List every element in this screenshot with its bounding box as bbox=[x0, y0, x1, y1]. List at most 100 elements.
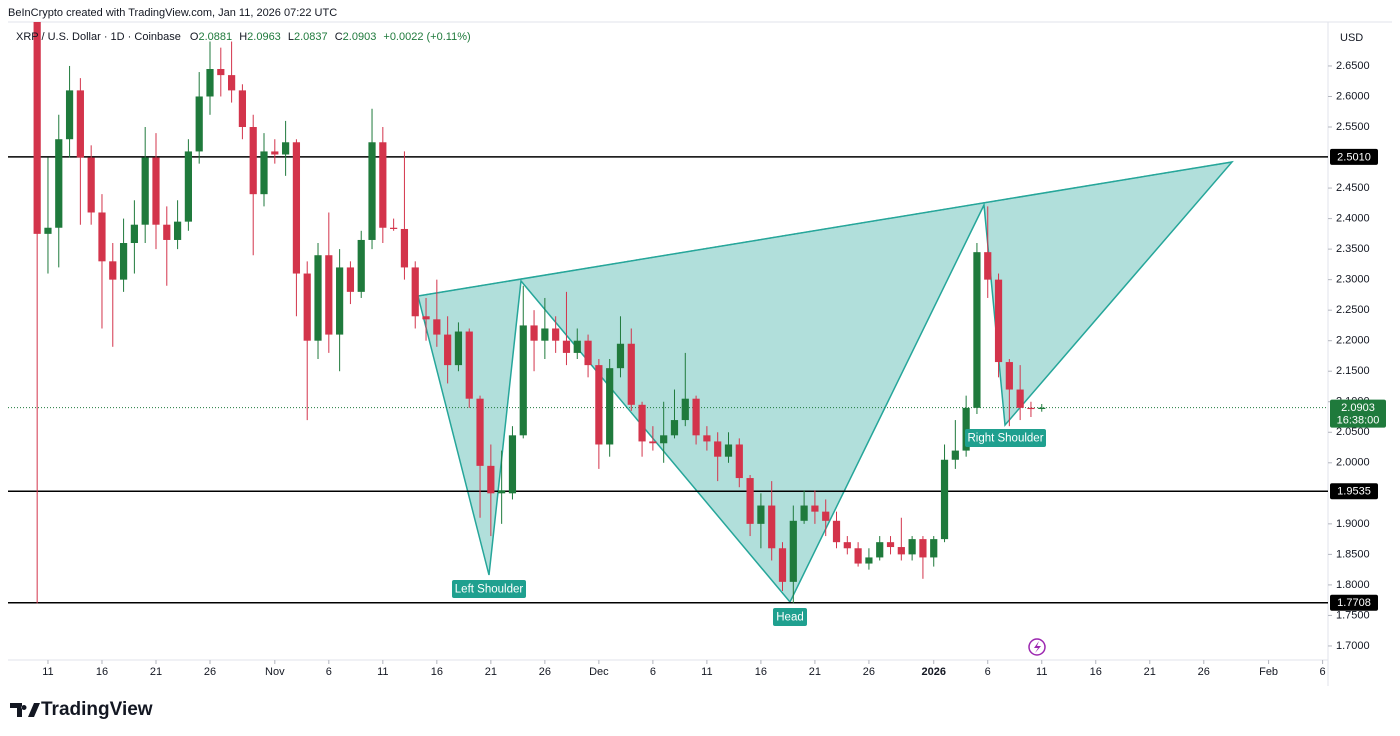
candle-body bbox=[886, 542, 895, 548]
y-tick-label: 1.7000 bbox=[1336, 640, 1370, 652]
neckline bbox=[417, 161, 1233, 297]
ohlc-label: H bbox=[239, 31, 247, 43]
x-tick-label: Feb bbox=[1259, 666, 1278, 678]
candle-body bbox=[994, 279, 1003, 363]
y-tick-label: 2.0000 bbox=[1336, 457, 1370, 469]
y-tick-label: 1.7500 bbox=[1336, 609, 1370, 621]
candle-body bbox=[249, 127, 257, 195]
x-tick-label: 11 bbox=[701, 666, 712, 678]
candle-body bbox=[714, 441, 722, 457]
y-tick-label: 1.9000 bbox=[1336, 518, 1370, 530]
candle-body bbox=[530, 325, 538, 341]
candle-body bbox=[1016, 389, 1024, 408]
candle-body bbox=[595, 365, 603, 445]
candle-body bbox=[65, 90, 74, 140]
x-tick-label: Nov bbox=[265, 666, 285, 678]
symbol-header: XRP / U.S. Dollar · 1D · Coinbase O2.088… bbox=[16, 31, 471, 43]
candle-body bbox=[1038, 407, 1046, 410]
ohlc-value: 2.0837 bbox=[294, 31, 328, 43]
ohlc-value: 2.0903 bbox=[343, 31, 377, 43]
x-tick-label: 16 bbox=[755, 666, 767, 678]
candle-body bbox=[238, 90, 247, 128]
y-tick-label: 2.1500 bbox=[1336, 365, 1370, 377]
candle-body bbox=[919, 539, 927, 558]
x-tick-label: 26 bbox=[863, 666, 875, 678]
candle-body bbox=[141, 157, 149, 225]
logo: TradingView bbox=[10, 699, 153, 720]
x-tick-label: 2026 bbox=[921, 666, 945, 678]
candle-body bbox=[444, 334, 452, 366]
candle-body bbox=[476, 398, 484, 466]
candle-body bbox=[87, 157, 95, 213]
candle-body bbox=[454, 331, 463, 366]
x-tick-label: 16 bbox=[1090, 666, 1102, 678]
x-tick-label: 16 bbox=[96, 666, 108, 678]
label-box bbox=[773, 608, 807, 626]
candle-body bbox=[44, 227, 52, 234]
candle-body bbox=[811, 505, 819, 512]
candle-body bbox=[541, 328, 549, 341]
x-tick-label: 26 bbox=[539, 666, 551, 678]
change: +0.0022 (+0.11%) bbox=[383, 31, 470, 43]
y-tick-label: 1.8000 bbox=[1336, 579, 1370, 591]
price-level-tag bbox=[1330, 148, 1378, 165]
candle-body bbox=[487, 465, 495, 494]
price-level-tag bbox=[1330, 483, 1378, 500]
y-tick-label: 2.6000 bbox=[1336, 90, 1370, 102]
pattern-shape bbox=[417, 160, 1234, 604]
candle-body bbox=[897, 547, 905, 555]
candle-body bbox=[876, 542, 884, 558]
candle-body bbox=[357, 239, 365, 292]
candle-body bbox=[152, 157, 160, 225]
candle-body bbox=[292, 142, 301, 274]
candle-body bbox=[195, 96, 203, 152]
price-level-label: 1.9535 bbox=[1337, 486, 1371, 498]
price-level-label: 1.7708 bbox=[1337, 597, 1371, 609]
y-tick-label: 1.8500 bbox=[1336, 548, 1370, 560]
candle-body bbox=[33, 22, 41, 234]
candle-body bbox=[173, 221, 182, 240]
candle-body bbox=[325, 255, 333, 335]
candle-body bbox=[757, 505, 765, 524]
candle-body bbox=[984, 252, 992, 280]
candle-body bbox=[98, 212, 106, 262]
candle-body bbox=[660, 435, 668, 444]
candle-body bbox=[681, 398, 689, 421]
candle-body bbox=[606, 368, 614, 445]
candle-body bbox=[368, 142, 376, 240]
annotation: Left Shoulder bbox=[455, 584, 524, 596]
y-tick-label: 2.4000 bbox=[1336, 212, 1370, 224]
candle-body bbox=[800, 505, 808, 521]
candle-body bbox=[649, 441, 657, 444]
candle-body bbox=[433, 319, 441, 335]
candle-body bbox=[519, 325, 527, 436]
candle-body bbox=[670, 420, 679, 436]
candle-body bbox=[109, 261, 117, 280]
candle-body bbox=[336, 267, 344, 335]
x-tick-label: 26 bbox=[1198, 666, 1210, 678]
candle-body bbox=[76, 90, 84, 158]
candle-body bbox=[1027, 407, 1035, 410]
pattern-labels: Left Shoulder Head Right Shoulder bbox=[452, 429, 1046, 626]
y-tick-label: 2.5500 bbox=[1336, 121, 1370, 133]
candle-body bbox=[562, 340, 571, 353]
candle-body bbox=[346, 267, 355, 292]
events-icon bbox=[1028, 638, 1046, 656]
candle-body bbox=[465, 331, 473, 399]
current-price-label: 2.0903 bbox=[1341, 402, 1375, 414]
price-level-label: 2.5010 bbox=[1337, 151, 1371, 163]
candle-body bbox=[735, 444, 743, 479]
current-price-tag bbox=[1330, 399, 1386, 428]
ohlc-value: 2.0881 bbox=[198, 31, 232, 43]
price-level-tag bbox=[1330, 594, 1378, 611]
x-tick-label: 6 bbox=[650, 666, 656, 678]
x-tick-label: 11 bbox=[377, 666, 388, 678]
candle-body bbox=[843, 542, 851, 549]
currency: USD bbox=[1340, 32, 1363, 44]
x-tick-label: 21 bbox=[485, 666, 497, 678]
label-box bbox=[965, 429, 1046, 447]
x-tick-label: 26 bbox=[204, 666, 216, 678]
attribution: BeInCrypto created with TradingView.com,… bbox=[8, 7, 337, 19]
